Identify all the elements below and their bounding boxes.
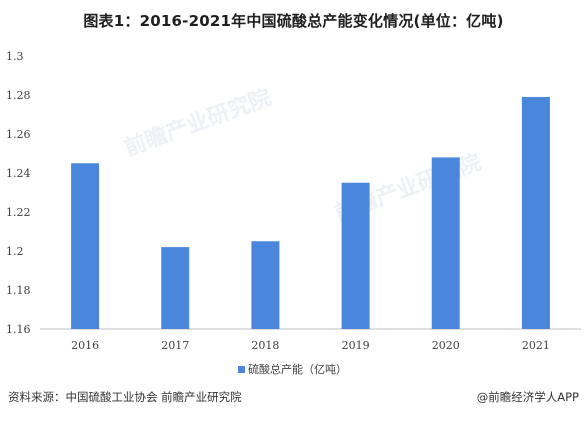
x-tick-label: 2020 <box>432 339 460 352</box>
y-tick-label: 1.22 <box>6 206 31 219</box>
y-tick-label: 1.18 <box>6 284 31 297</box>
x-tick-label: 2018 <box>251 339 279 352</box>
y-tick-label: 1.16 <box>6 323 31 336</box>
source-note: 资料来源：中国硫酸工业协会 前瞻产业研究院 <box>8 390 242 404</box>
x-tick-label: 2019 <box>342 339 370 352</box>
y-tick-label: 1.3 <box>6 50 24 63</box>
y-tick-label: 1.28 <box>6 89 31 102</box>
x-axis-ticks: 2016 2017 2018 2019 2020 2021 <box>71 339 550 352</box>
legend: 硫酸总产能（亿吨） <box>238 362 347 376</box>
bar-2017 <box>161 247 190 329</box>
y-tick-label: 1.24 <box>6 167 31 180</box>
legend-swatch <box>238 366 245 373</box>
chart-title: 图表1：2016-2021年中国硫酸总产能变化情况(单位：亿吨) <box>83 12 504 30</box>
x-tick-label: 2016 <box>71 339 99 352</box>
y-tick-label: 1.26 <box>6 128 31 141</box>
x-tick-label: 2017 <box>161 339 189 352</box>
bar-2020 <box>431 157 460 329</box>
bars <box>71 96 550 329</box>
bar-2019 <box>341 182 370 329</box>
bar-2018 <box>251 241 280 329</box>
y-axis-ticks: 1.16 1.18 1.2 1.22 1.24 1.26 1.28 1.3 <box>6 50 31 336</box>
legend-label: 硫酸总产能（亿吨） <box>248 362 347 376</box>
y-tick-label: 1.2 <box>6 245 24 258</box>
bar-2021 <box>521 96 550 329</box>
brand-credit: @前瞻经济学人APP <box>476 390 579 404</box>
x-tick-label: 2021 <box>522 339 550 352</box>
bar-2016 <box>71 163 100 329</box>
